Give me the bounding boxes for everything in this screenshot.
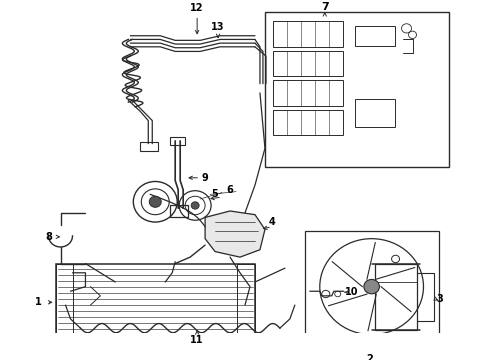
Bar [170,206,188,216]
Bar [273,50,343,76]
Bar [375,264,416,330]
Bar [273,80,343,106]
Bar [273,109,343,135]
Bar [140,142,158,151]
Text: 2: 2 [366,354,373,360]
Text: 3: 3 [436,294,443,303]
Bar [55,264,255,347]
Text: 11: 11 [191,335,204,345]
Bar [265,12,449,167]
Text: 9: 9 [202,173,208,183]
Text: 4: 4 [269,217,275,227]
Circle shape [191,202,199,209]
Text: 7: 7 [321,2,329,12]
Text: 1: 1 [35,297,42,307]
Bar [237,264,255,347]
Text: 13: 13 [211,22,225,32]
Bar [355,26,394,46]
Text: 5: 5 [212,189,219,199]
Circle shape [149,196,161,207]
Text: 8: 8 [45,232,52,242]
Bar [355,99,394,127]
Text: 12: 12 [191,3,204,13]
Bar [305,231,440,347]
Bar [273,21,343,47]
Bar [55,264,74,347]
Text: 6: 6 [227,185,233,195]
Polygon shape [205,211,265,257]
Bar [170,137,185,145]
Text: 10: 10 [345,287,359,297]
Circle shape [364,279,379,294]
